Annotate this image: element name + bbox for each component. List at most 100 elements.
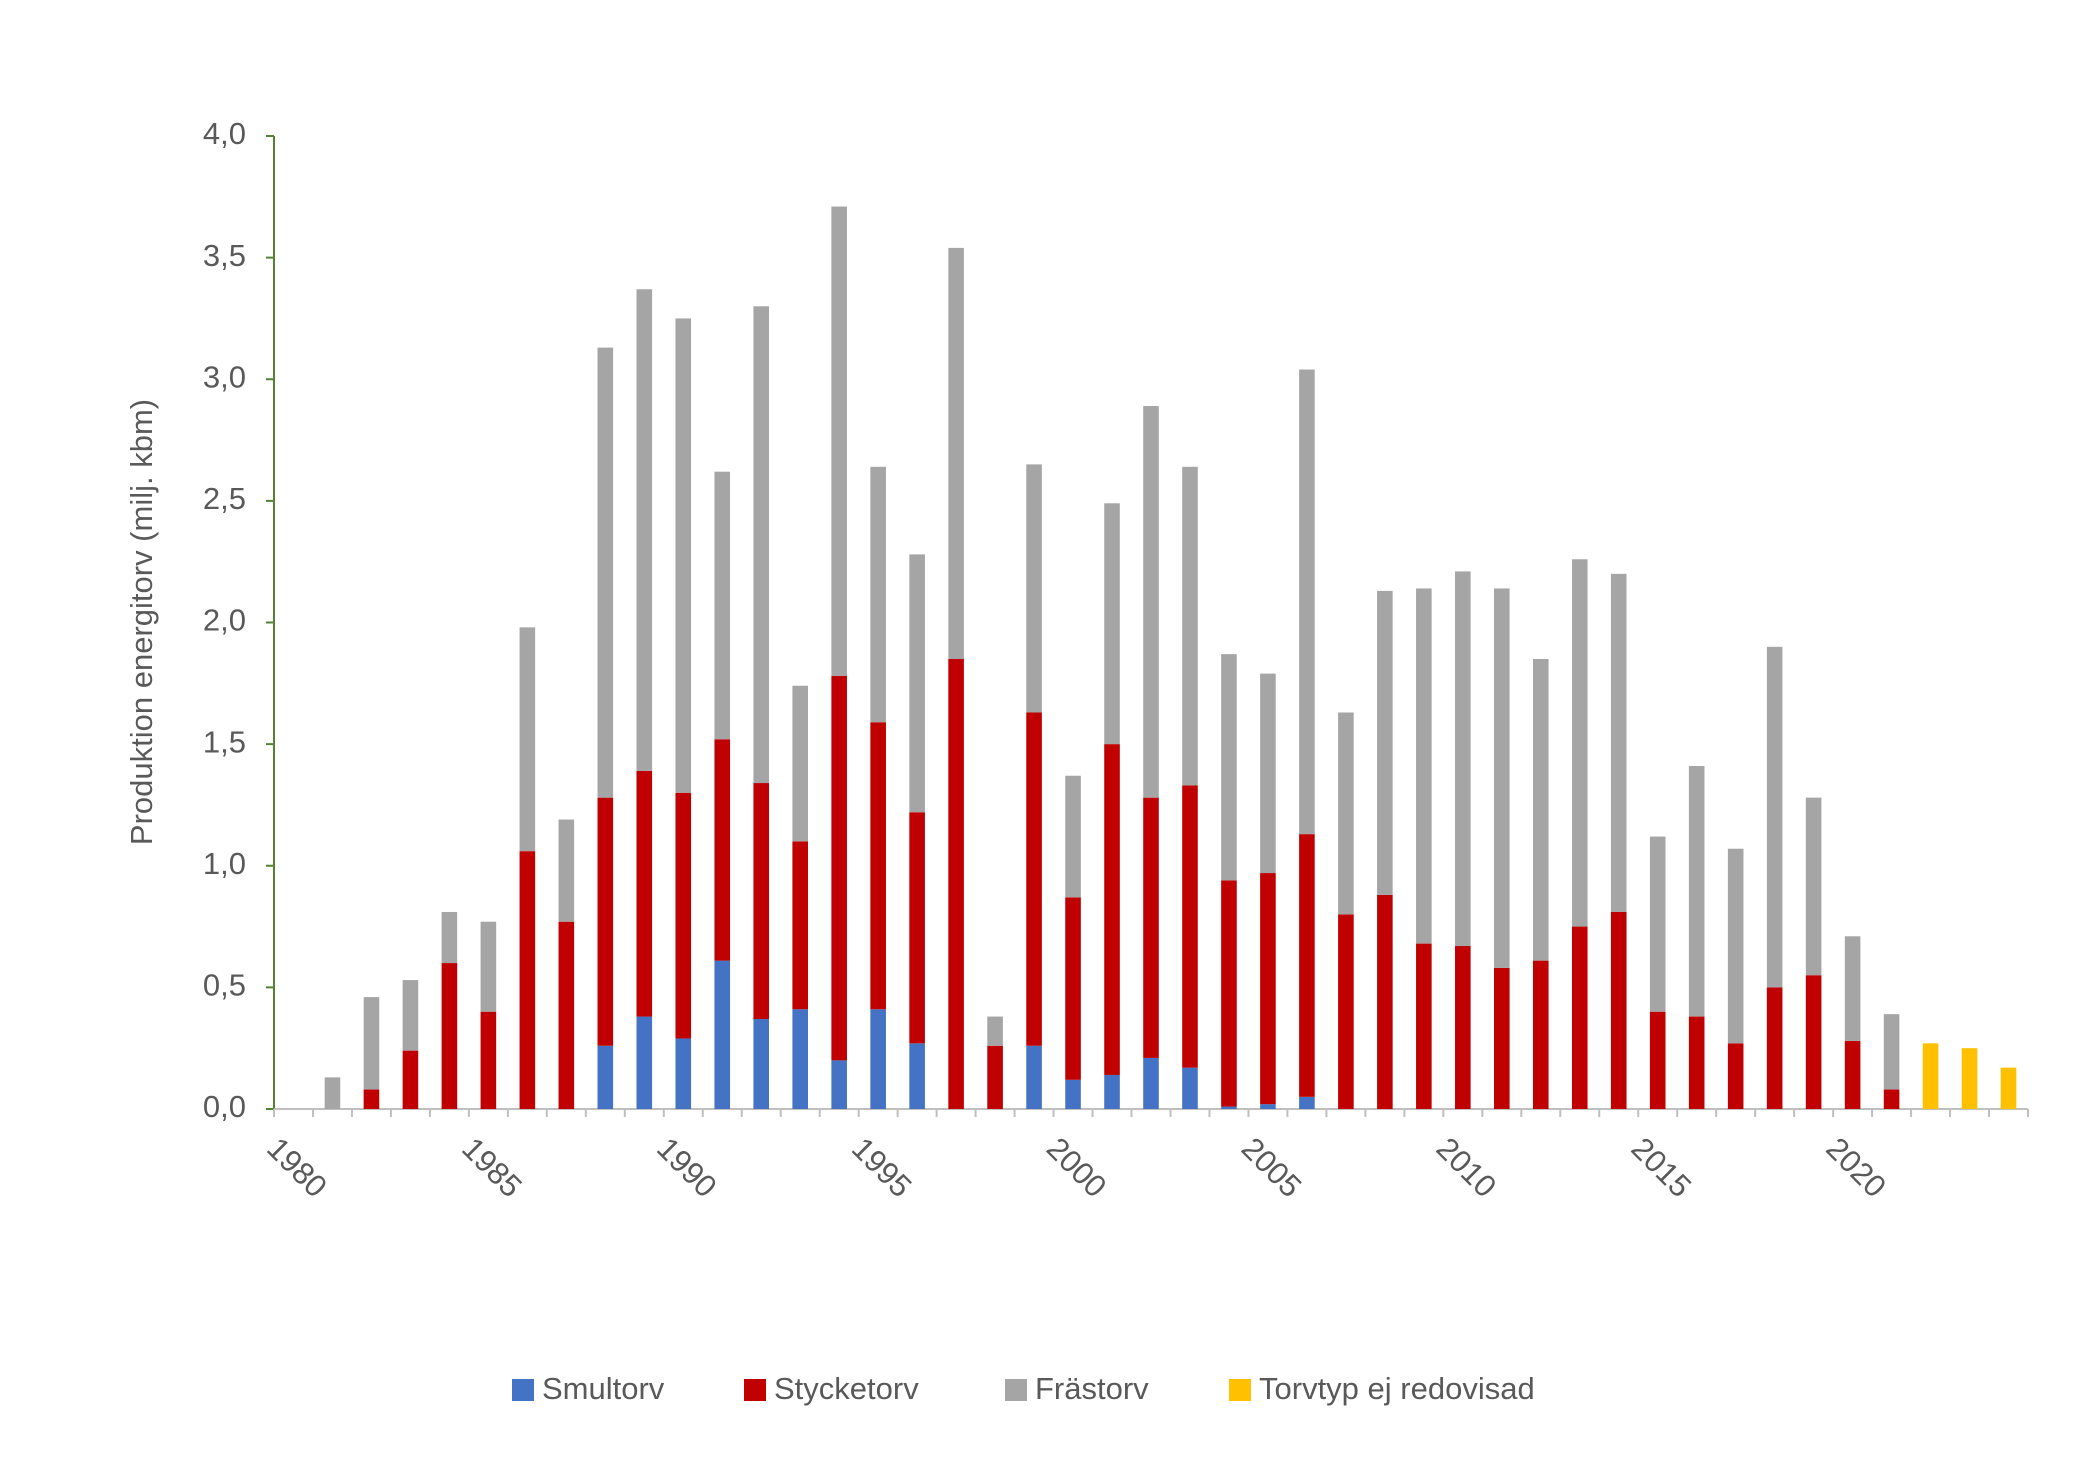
bar-segment (753, 783, 770, 1019)
bar-segment (1338, 914, 1354, 1109)
x-tick-label: 2010 (1430, 1131, 1504, 1205)
bar-segment (1727, 848, 1744, 1044)
x-tick-label: 2000 (1040, 1131, 1114, 1205)
bar-segment (792, 685, 808, 842)
bar-segment (636, 289, 653, 771)
legend-label: Frästorv (1035, 1371, 1149, 1406)
bar-segment (987, 1016, 1003, 1046)
bar-segment (441, 963, 458, 1109)
bar-segment (987, 1045, 1003, 1109)
bar-segment (324, 1077, 341, 1109)
bar-segment (597, 797, 614, 1046)
bar-segment (1260, 873, 1276, 1105)
bar-segment (1922, 1043, 1939, 1109)
bar-segment (1299, 369, 1315, 835)
bar-segment (1494, 588, 1510, 968)
bar-segment (753, 306, 770, 784)
legend-swatch (1229, 1379, 1251, 1401)
bar-segment (1260, 673, 1276, 874)
bar-segment (1104, 503, 1120, 745)
y-tick-label: 2,0 (203, 603, 246, 638)
bar-segment (1182, 466, 1198, 786)
bar-segment (1844, 1040, 1861, 1109)
bar-segment (636, 1016, 653, 1109)
bar-segment (1610, 911, 1627, 1109)
bar-segment (1377, 590, 1393, 895)
bar-segment (1883, 1089, 1900, 1109)
y-tick-label: 0,0 (203, 1089, 246, 1124)
bar-segment (831, 676, 847, 1061)
bar-segment (909, 812, 925, 1044)
legend-label: Torvtyp ej redovisad (1259, 1371, 1535, 1406)
bar-segment (1571, 926, 1588, 1109)
bar-segment (1065, 1079, 1081, 1109)
bar-segment (480, 1011, 497, 1109)
legend-label: Smultorv (542, 1371, 665, 1406)
bar-segment (1182, 785, 1198, 1068)
bar-segment (870, 466, 886, 723)
bar-segment (402, 1050, 419, 1109)
bar-segment (1455, 571, 1471, 947)
x-tick-label: 2005 (1235, 1131, 1309, 1205)
bar-segment (870, 1009, 886, 1109)
bar-segment (1805, 797, 1822, 976)
bar-segment (441, 911, 458, 964)
bar-segment (1766, 646, 1783, 988)
bar-segment (909, 554, 925, 813)
x-tick-label: 2015 (1625, 1131, 1699, 1205)
bar-segment (714, 960, 731, 1109)
bar-segment (1065, 775, 1081, 898)
legend-swatch (512, 1379, 534, 1401)
bar-segment (792, 841, 808, 1010)
bar-segment (558, 921, 575, 1109)
bar-segment (1065, 897, 1081, 1080)
bar-segment (519, 851, 536, 1109)
bar-segment (753, 1018, 770, 1109)
bar-segment (1143, 406, 1159, 798)
bar-segment (831, 206, 847, 677)
bar-segment (1688, 766, 1705, 1017)
bar-segment (948, 247, 964, 659)
bar-segment (948, 658, 964, 1109)
bar-segment (1221, 1106, 1237, 1109)
legend-swatch (744, 1379, 766, 1401)
bar-segment (870, 722, 886, 1010)
y-tick-label: 3,0 (203, 359, 246, 394)
bar-segment (597, 347, 614, 798)
bar-segment (1416, 943, 1432, 1109)
bar-segment (1844, 936, 1861, 1041)
bar-segment (1260, 1104, 1276, 1109)
bar-segment (1727, 1043, 1744, 1109)
bar-segment (1961, 1048, 1978, 1109)
y-tick-label: 0,5 (203, 968, 246, 1003)
bar-segment (675, 1038, 692, 1109)
bar-segment (1416, 588, 1432, 944)
bar-segment (402, 980, 419, 1051)
bar-segment (1766, 987, 1783, 1109)
bar-segment (675, 792, 692, 1039)
bar-segment (1299, 834, 1315, 1097)
bar-segment (1299, 1096, 1315, 1109)
bar-segment (675, 318, 692, 793)
bar-segment (714, 739, 731, 961)
bar-segment (2000, 1067, 2017, 1109)
y-tick-label: 4,0 (203, 116, 246, 151)
bar-segment (636, 770, 653, 1017)
bar-segment (1377, 894, 1393, 1109)
bar-segment (1610, 573, 1627, 912)
bar-segment (1338, 712, 1354, 915)
legend-label: Stycketorv (774, 1371, 919, 1406)
bar-segment (363, 997, 380, 1090)
bar-segment (558, 819, 575, 922)
bar-segment (792, 1009, 808, 1109)
x-tick-label: 2020 (1819, 1131, 1893, 1205)
y-axis-title: Produktion energitorv (milj. kbm) (124, 399, 159, 845)
x-tick-label: 1980 (260, 1131, 334, 1205)
x-tick-label: 1995 (845, 1131, 919, 1205)
bar-segment (597, 1045, 614, 1109)
bar-segment (1494, 967, 1510, 1109)
bar-segment (363, 1089, 380, 1109)
bar-segment (1649, 1011, 1666, 1109)
bar-segment (519, 627, 536, 852)
bar-segment (714, 471, 731, 740)
